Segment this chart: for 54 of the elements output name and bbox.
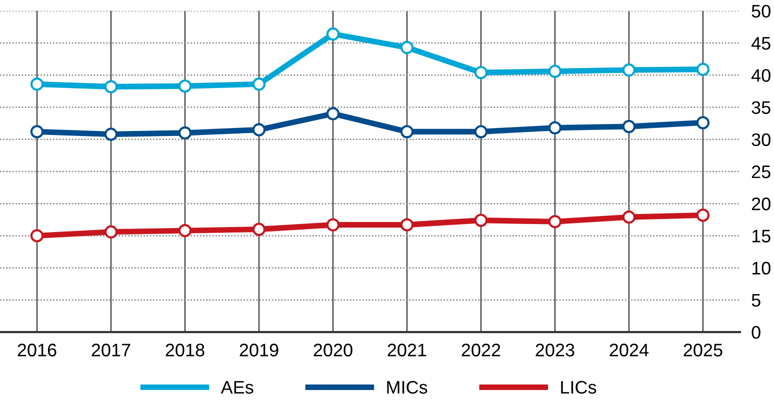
point [622,63,636,77]
point [622,210,636,224]
legend-label: AEs [220,381,254,394]
point [400,40,414,54]
point [30,229,44,242]
point [178,224,192,238]
y-tick-label: 45 [751,37,770,50]
x-tick-label: 2024 [610,344,649,356]
x-tick-label: 2019 [240,344,278,356]
x-tick-label: 2016 [18,344,56,356]
point [104,80,118,94]
x-tick-label: 2023 [536,344,574,356]
point [548,215,562,228]
x-tick-label: 2021 [388,344,426,356]
x-tick-label: 2020 [314,344,352,356]
point [178,126,192,140]
point [474,125,488,138]
point [622,120,636,134]
y-tick-label: 15 [752,230,770,242]
point [548,121,562,134]
y-tick-label: 0 [752,326,760,339]
point [548,64,562,78]
point [696,62,710,76]
point [252,123,266,136]
point [252,222,266,236]
point [400,125,414,138]
point [400,218,414,232]
y-tick-label: 50 [752,4,770,18]
legend-label: LICs [561,380,596,394]
legend-label: MICs [387,380,428,394]
x-tick-label: 2025 [684,344,722,356]
x-tick-label: 2017 [92,344,130,356]
x-tick-label: 2022 [462,344,500,356]
x-tick-label: 2018 [166,344,204,356]
point [474,66,488,80]
point [104,128,118,141]
y-tick-label: 40 [751,69,770,82]
point [696,208,710,222]
y-tick-label: 30 [752,133,770,146]
point [326,27,340,41]
point [326,107,340,120]
point [696,116,710,130]
point [30,125,44,138]
point [474,214,488,227]
point [104,225,118,238]
y-tick-label: 20 [752,198,770,210]
y-tick-label: 5 [752,294,760,307]
y-tick-label: 25 [752,165,770,178]
y-tick-label: 35 [752,101,770,114]
point [252,78,266,91]
y-tick-label: 10 [752,262,770,275]
point [326,218,340,232]
point [178,79,192,93]
point [30,78,44,91]
